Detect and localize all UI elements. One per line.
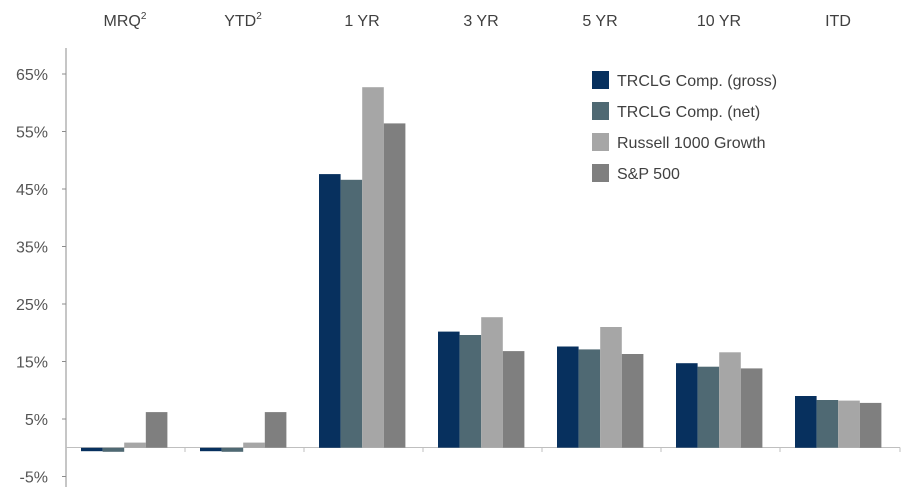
category-label: 3 YR xyxy=(463,13,498,30)
legend-swatch xyxy=(592,133,609,151)
bar-s-p-500 xyxy=(859,402,882,448)
category-label: YTD2 xyxy=(224,11,262,30)
legend-swatch xyxy=(592,71,609,89)
bar-trclg-comp-net xyxy=(221,447,244,452)
category-label: ITD xyxy=(825,13,851,30)
bar-russell-1000-growth xyxy=(838,400,860,448)
bars xyxy=(81,87,901,452)
legend: TRCLG Comp. (gross) TRCLG Comp. (net) Russ… xyxy=(592,71,777,183)
bar-trclg-comp-net xyxy=(697,366,720,448)
y-tick-label: 45% xyxy=(16,182,48,199)
category-label: 1 YR xyxy=(344,13,379,30)
bar-trclg-comp-net xyxy=(459,335,482,448)
bar-s-p-500 xyxy=(145,412,168,448)
category-label: 5 YR xyxy=(582,13,617,30)
bar-s-p-500 xyxy=(264,412,287,448)
legend-label: TRCLG Comp. (net) xyxy=(617,104,760,121)
bar-trclg-comp-net xyxy=(578,349,601,448)
bar-trclg-comp-gross xyxy=(795,396,817,448)
y-tick-label: 25% xyxy=(16,297,48,314)
category-labels: MRQ2 YTD2 1 YR 3 YR 5 YR 10 YR ITD xyxy=(104,11,851,30)
bar-s-p-500 xyxy=(502,351,525,448)
category-label: MRQ2 xyxy=(104,11,147,30)
y-tick-label: -5% xyxy=(20,470,48,487)
legend-swatch xyxy=(592,102,609,120)
bar-s-p-500 xyxy=(740,368,763,448)
bar-trclg-comp-gross xyxy=(200,447,222,452)
bar-russell-1000-growth xyxy=(124,442,146,448)
y-tick-label: 35% xyxy=(16,240,48,257)
bar-russell-1000-growth xyxy=(243,442,265,448)
bar-russell-1000-growth xyxy=(362,87,384,448)
legend-label: TRCLG Comp. (gross) xyxy=(617,73,777,90)
bar-trclg-comp-net xyxy=(340,179,363,448)
legend-swatch xyxy=(592,164,609,182)
category-label: 10 YR xyxy=(697,13,741,30)
bar-russell-1000-growth xyxy=(719,352,741,448)
legend-label: S&P 500 xyxy=(617,166,680,183)
y-tick-label: 15% xyxy=(16,355,48,372)
bar-trclg-comp-net xyxy=(816,400,839,448)
bar-trclg-comp-gross xyxy=(438,331,460,448)
bar-trclg-comp-gross xyxy=(676,363,698,448)
bar-russell-1000-growth xyxy=(481,317,503,448)
legend-label: Russell 1000 Growth xyxy=(617,135,766,152)
bar-s-p-500 xyxy=(383,123,406,448)
bar-trclg-comp-gross xyxy=(557,346,579,448)
y-tick-label: 65% xyxy=(16,67,48,84)
bar-trclg-comp-gross xyxy=(319,174,341,448)
y-tick-label: 5% xyxy=(25,412,48,429)
bar-s-p-500 xyxy=(621,354,644,448)
bar-russell-1000-growth xyxy=(600,327,622,448)
y-tick-labels: 65% 55% 45% 35% 25% 15% 5% -5% xyxy=(16,67,66,487)
bar-trclg-comp-gross xyxy=(81,447,103,452)
y-tick-label: 55% xyxy=(16,125,48,142)
bar-trclg-comp-net xyxy=(102,447,125,452)
